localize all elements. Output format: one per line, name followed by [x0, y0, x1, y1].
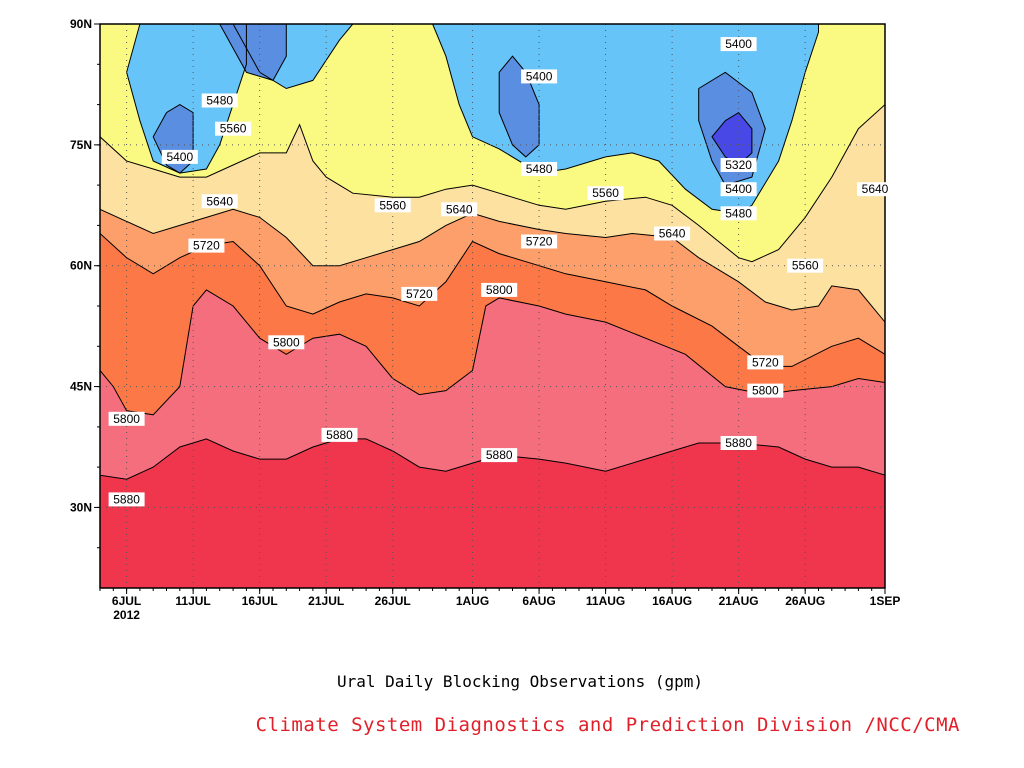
contour-line-5880 [100, 438, 885, 480]
x-tick-label: 11JUL [175, 594, 210, 608]
contour-label: 5800 [481, 282, 518, 297]
contour-label-text: 5720 [406, 287, 433, 301]
contour-label-text: 5640 [446, 202, 473, 216]
contour-label: 5480 [201, 93, 238, 108]
contour-label-text: 5640 [659, 227, 686, 241]
chart-title: Ural Daily Blocking Observations (gpm) [336, 672, 704, 691]
contour-label: 5640 [201, 194, 238, 209]
y-tick-label: 75N [70, 138, 92, 152]
contour-label-text: 5800 [752, 384, 779, 398]
contour-label: 5640 [857, 182, 893, 197]
contour-label-text: 5800 [113, 412, 140, 426]
x-tick-label: 16AUG [652, 594, 692, 608]
contour-label-text: 5880 [725, 436, 752, 450]
x-tick-label: 1AUG [456, 594, 489, 608]
contour-label: 5480 [720, 206, 757, 221]
credit-text: Climate System Diagnostics and Predictio… [255, 714, 960, 736]
contour-line-5560 [100, 104, 885, 263]
grid-lines [100, 24, 885, 588]
contour-label-text: 5480 [725, 206, 752, 220]
x-tick-label: 26AUG [785, 594, 825, 608]
contour-label: 5720 [747, 355, 784, 370]
x-tick-label: 21AUG [719, 594, 759, 608]
contour-label: 5880 [108, 492, 145, 507]
contour-label: 5560 [587, 186, 624, 201]
x-tick-label: 6AUG [522, 594, 555, 608]
contour-label-text: 5880 [326, 428, 353, 442]
y-tick-label: 30N [70, 500, 92, 514]
contour-line-5400 [152, 104, 194, 174]
contour-label-text: 5480 [206, 94, 233, 108]
y-tick-label: 60N [70, 259, 92, 273]
contour-label-text: 5640 [206, 194, 233, 208]
contour-label: 5880 [321, 427, 358, 442]
contour-label: 5400 [161, 149, 198, 164]
contour-label-text: 5560 [592, 186, 619, 200]
contour-label: 5800 [108, 411, 145, 426]
contour-label: 5400 [521, 69, 558, 84]
x-tick-label: 21JUL [308, 594, 344, 608]
contour-label: 5720 [188, 238, 225, 253]
x-tick-year: 2012 [113, 608, 140, 622]
contour-label-text: 5480 [526, 162, 553, 176]
contour-line-5400 [698, 71, 766, 186]
contour-label-text: 5720 [526, 235, 553, 249]
contour-label: 5480 [521, 162, 558, 176]
x-tick-label: 16JUL [242, 594, 278, 608]
contour-label: 5640 [654, 226, 691, 241]
y-tick-label: 45N [70, 380, 92, 394]
contour-label-text: 5880 [486, 448, 513, 462]
contour-label-text: 5400 [166, 150, 193, 164]
x-tick-label: 1SEP [870, 594, 901, 608]
contour-label: 5720 [401, 286, 438, 301]
contour-line-5400 [219, 24, 287, 81]
contour-label: 5400 [720, 182, 757, 197]
contour-label-text: 5400 [725, 37, 752, 51]
x-tick-label: 26JUL [375, 594, 411, 608]
contour-label-text: 5640 [862, 182, 889, 196]
contour-label-text: 5720 [752, 355, 779, 369]
contour-label-text: 5320 [725, 158, 752, 172]
contour-label: 5640 [441, 202, 478, 217]
band-5320-5400 [712, 112, 752, 165]
contour-label: 5800 [747, 383, 784, 398]
contour-label-text: 5560 [792, 259, 819, 273]
contour-label: 5800 [268, 335, 305, 350]
contour-label: 5880 [720, 436, 757, 450]
contour-label: 5560 [787, 258, 824, 273]
contour-labels: 5800 5880 5400 5480 5560 5640 5720 5800 5880 5560… [108, 37, 893, 507]
contour-label: 5560 [215, 121, 252, 136]
contour-label-text: 5720 [193, 239, 220, 253]
contour-line-5480 [232, 24, 354, 90]
contour-label: 5720 [521, 234, 558, 249]
contour-label-text: 5560 [379, 198, 406, 212]
contour-label: 5400 [720, 37, 757, 52]
contour-line-5480 [432, 24, 819, 214]
contour-label: 5560 [374, 198, 411, 213]
contour-line-5800 [100, 289, 885, 416]
contour-label-text: 5400 [725, 182, 752, 196]
contour-label-text: 5400 [526, 69, 553, 83]
contour-label-text: 5560 [220, 122, 247, 136]
band-5400-5480-c [219, 24, 287, 81]
y-axis: 30N 45N 60N 75N 90N [70, 17, 100, 549]
contour-label-text: 5800 [273, 335, 300, 349]
x-tick-label: 6JUL [112, 594, 141, 608]
y-tick-label: 90N [70, 17, 92, 31]
x-tick-label: 11AUG [586, 594, 625, 608]
contour-label-text: 5800 [486, 283, 513, 297]
contour-label: 5880 [481, 448, 518, 463]
contour-label: 5320 [720, 158, 757, 172]
contour-label-text: 5880 [113, 492, 140, 506]
